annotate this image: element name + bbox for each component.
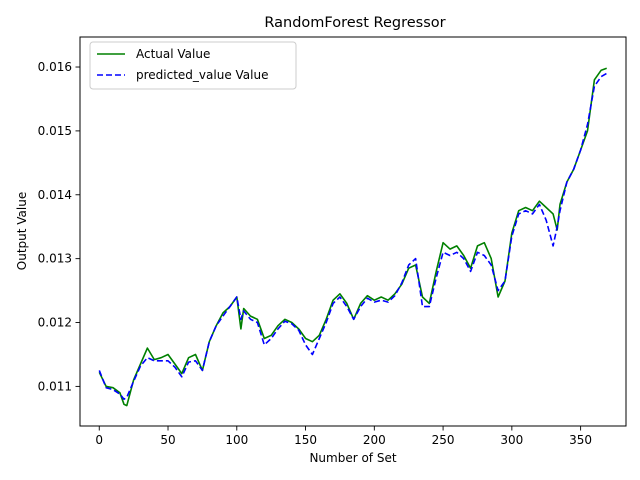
- axes-frame: [79, 36, 627, 427]
- x-axis-ticks: 0 50 100 150 200 250 300 350: [95, 426, 592, 447]
- y-tick-label: 0.012: [38, 316, 72, 330]
- legend-box: [89, 41, 297, 90]
- x-tick-label: 300: [500, 433, 523, 447]
- legend: Actual Value predicted_value Value: [89, 41, 297, 90]
- legend-label-actual-value: Actual Value: [136, 47, 210, 61]
- x-tick-label: 150: [294, 433, 317, 447]
- y-tick-label: 0.011: [38, 379, 72, 393]
- y-tick-label: 0.013: [38, 252, 72, 266]
- x-axis-label: Number of Set: [309, 451, 396, 465]
- y-axis-ticks: 0.011 0.012 0.013 0.014 0.015 0.016: [38, 60, 80, 393]
- x-tick-label: 250: [432, 433, 455, 447]
- x-tick-label: 350: [569, 433, 592, 447]
- x-tick-label: 0: [95, 433, 103, 447]
- y-tick-label: 0.014: [38, 188, 72, 202]
- x-tick-label: 200: [363, 433, 386, 447]
- plot-area: [98, 67, 608, 407]
- y-axis-label: Output Value: [15, 192, 29, 270]
- x-tick-label: 100: [225, 433, 248, 447]
- x-tick-label: 50: [160, 433, 175, 447]
- series-line-predicted-value: [98, 72, 608, 401]
- chart-title: RandomForest Regressor: [264, 15, 445, 31]
- y-tick-label: 0.015: [38, 124, 72, 138]
- legend-label-predicted-value: predicted_value Value: [136, 68, 268, 82]
- y-tick-label: 0.016: [38, 60, 72, 74]
